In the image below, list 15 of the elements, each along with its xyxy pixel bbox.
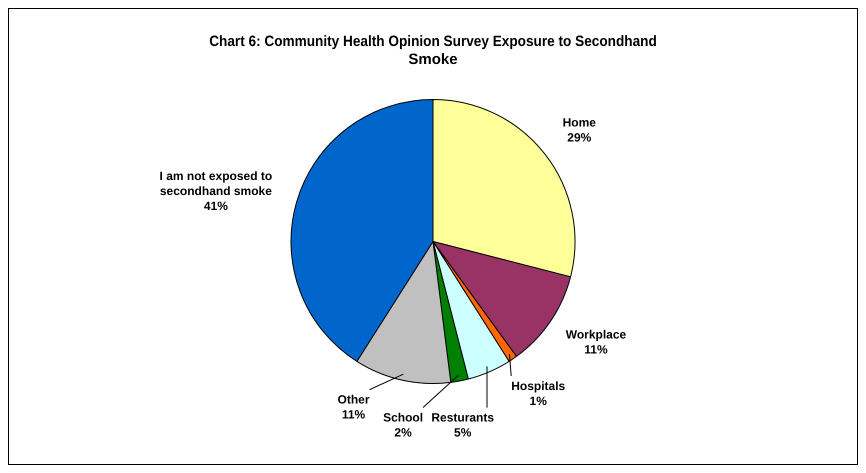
data-label: 11% — [584, 342, 608, 357]
data-label: 11% — [342, 407, 366, 422]
slice-label: Home — [562, 115, 596, 130]
slice-label: Workplace — [566, 328, 626, 342]
slice-label: I am not exposed to secondhand smoke — [160, 169, 272, 198]
chart-title: Chart 6: Community Health Opinion Survey Exposure to Secondhand Smoke — [209, 34, 657, 68]
slice-label: Hospitals — [511, 378, 566, 393]
data-label: 29% — [567, 130, 592, 144]
data-label: 2% — [394, 425, 412, 440]
data-label: 5% — [454, 425, 472, 440]
slice-label: School — [383, 410, 424, 424]
data-label: 1% — [530, 394, 548, 408]
slice-label: Resturants — [431, 410, 494, 424]
slice-label: Other — [337, 392, 370, 406]
data-label: 41% — [204, 199, 228, 214]
